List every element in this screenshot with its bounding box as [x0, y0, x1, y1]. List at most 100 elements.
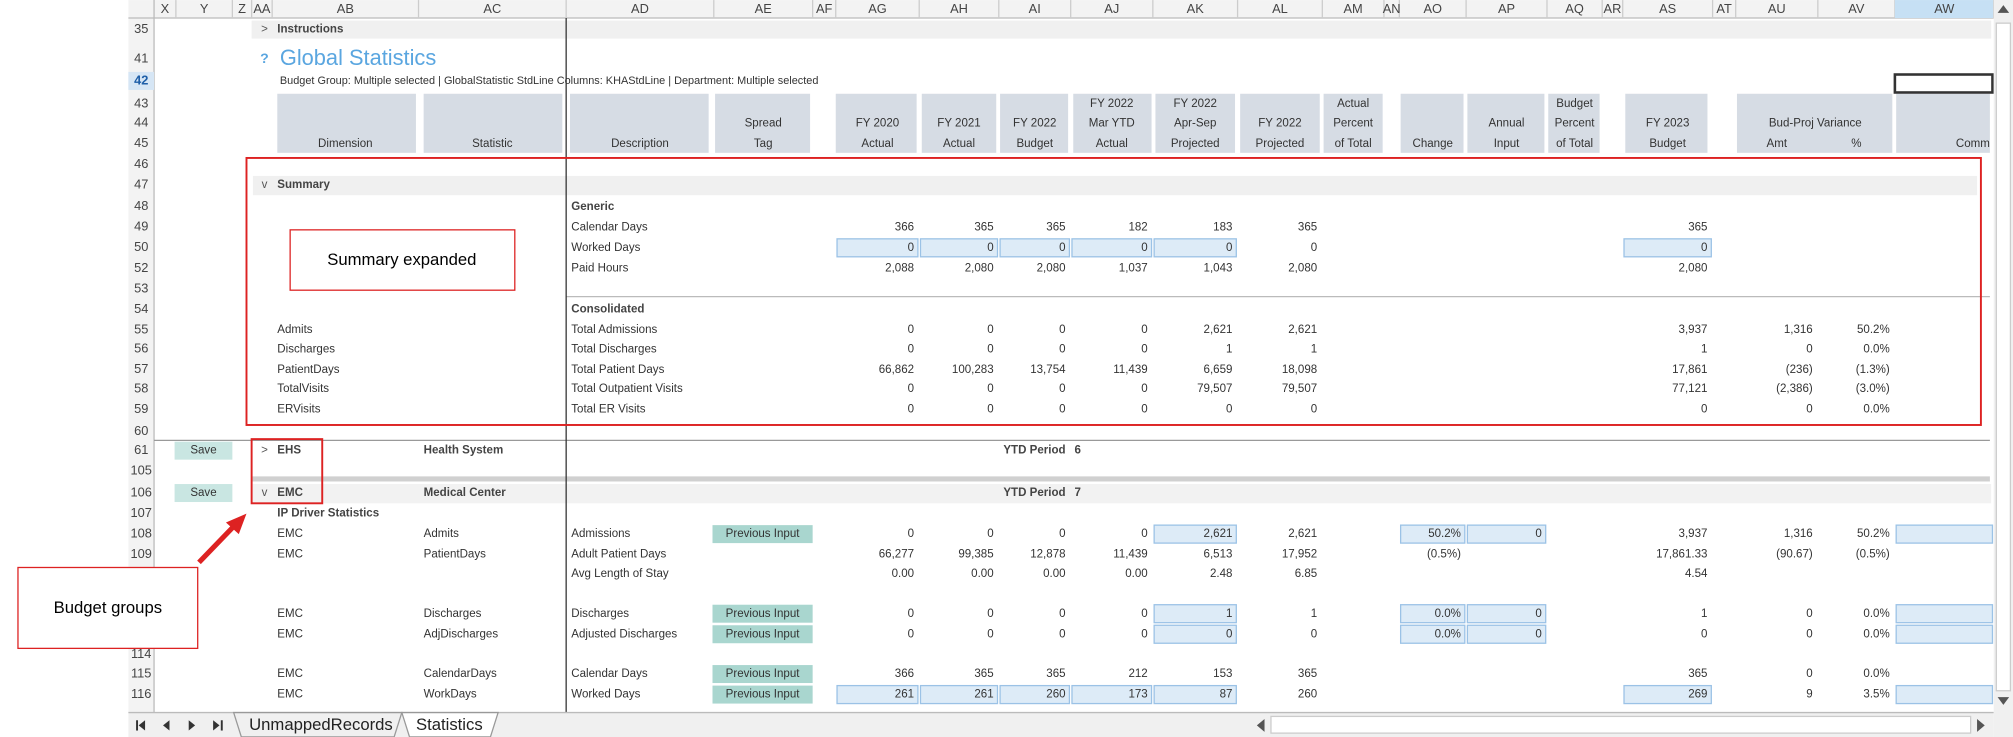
toggle[interactable]: v: [262, 487, 268, 499]
column-header[interactable]: AA: [253, 1, 271, 16]
input-cell[interactable]: [1399, 624, 1466, 644]
input-cell[interactable]: [1153, 684, 1237, 705]
input-cell[interactable]: [1153, 624, 1237, 644]
scroll-left[interactable]: [1256, 718, 1265, 732]
cell: 7: [1075, 487, 1081, 499]
column-header[interactable]: X: [161, 1, 170, 16]
button-label[interactable]: Previous Input: [726, 528, 801, 540]
row-number: 52: [134, 260, 148, 275]
button-label[interactable]: Previous Input: [726, 668, 801, 680]
column-header[interactable]: Z: [238, 1, 246, 16]
column-header[interactable]: AS: [1659, 1, 1676, 16]
cell: 0: [1059, 628, 1065, 640]
column-header[interactable]: AB: [337, 1, 354, 16]
input-cell[interactable]: [1071, 684, 1153, 705]
nav-first[interactable]: [136, 720, 139, 731]
input-cell[interactable]: [1153, 604, 1237, 624]
input-cell[interactable]: [999, 684, 1071, 705]
input-cell[interactable]: [1399, 604, 1466, 624]
column-title: Actual: [1096, 138, 1128, 150]
column-header[interactable]: AV: [1848, 1, 1865, 16]
input-cell[interactable]: [1623, 238, 1712, 258]
row-number: 54: [134, 301, 148, 316]
input-cell[interactable]: [836, 238, 919, 258]
previous-input-button[interactable]: [712, 685, 813, 704]
button-label[interactable]: Save: [190, 445, 216, 457]
cell: 0: [1226, 242, 1232, 254]
input-cell[interactable]: [1623, 684, 1712, 705]
nav-prev[interactable]: [163, 720, 170, 731]
input-cell[interactable]: [999, 238, 1071, 258]
column-header[interactable]: AQ: [1565, 1, 1584, 16]
tab-label[interactable]: Statistics: [416, 715, 483, 734]
column-header[interactable]: AH: [950, 1, 968, 16]
previous-input-button[interactable]: [712, 525, 813, 544]
input-cell[interactable]: [836, 684, 919, 705]
header-box: [1000, 93, 1069, 153]
button-label[interactable]: Previous Input: [726, 628, 801, 640]
h-scrollbar[interactable]: [1270, 715, 1972, 734]
input-cell[interactable]: [1895, 604, 1994, 624]
input-cell[interactable]: [919, 684, 999, 705]
input-cell[interactable]: [1466, 624, 1547, 644]
toggle[interactable]: ?: [260, 50, 269, 66]
column-header[interactable]: AT: [1716, 1, 1732, 16]
toggle[interactable]: >: [261, 24, 268, 36]
column-header[interactable]: Y: [200, 1, 209, 16]
cell: 0: [908, 608, 914, 620]
cell: Worked Days: [571, 242, 640, 254]
row-number: 49: [134, 219, 148, 234]
nav-last[interactable]: [220, 720, 223, 731]
nav-next[interactable]: [188, 720, 196, 731]
nav-last[interactable]: [213, 720, 220, 731]
save-button[interactable]: [174, 441, 233, 460]
v-scroll-thumb[interactable]: [1995, 22, 2012, 692]
column-header[interactable]: AP: [1498, 1, 1515, 16]
column-header[interactable]: AI: [1029, 1, 1041, 16]
toggle[interactable]: >: [261, 445, 268, 457]
cell: 3.5%: [1863, 689, 1889, 701]
input-cell[interactable]: [1399, 524, 1466, 544]
column-header[interactable]: AD: [631, 1, 649, 16]
input-cell[interactable]: [919, 238, 999, 258]
scroll-right[interactable]: [1977, 718, 1985, 732]
input-cell[interactable]: [1895, 684, 1994, 705]
column-header[interactable]: AN: [1383, 1, 1401, 16]
column-header[interactable]: AU: [1768, 1, 1786, 16]
cell: 260: [1046, 689, 1065, 701]
column-header[interactable]: AK: [1187, 1, 1205, 16]
tab-label[interactable]: UnmappedRecords: [249, 715, 393, 734]
previous-input-button[interactable]: [712, 625, 813, 644]
save-button[interactable]: [174, 484, 233, 503]
row-number: 35: [134, 21, 148, 36]
column-header[interactable]: AG: [868, 1, 887, 16]
input-cell[interactable]: [1071, 238, 1153, 258]
column-header[interactable]: AF: [816, 1, 833, 16]
nav-first[interactable]: [138, 720, 146, 731]
column-header[interactable]: AM: [1344, 1, 1363, 16]
previous-input-button[interactable]: [712, 604, 813, 623]
column-header[interactable]: AR: [1604, 1, 1622, 16]
selected-cell[interactable]: [1893, 73, 1994, 94]
button-label[interactable]: Save: [190, 487, 216, 499]
scroll-up[interactable]: [1997, 5, 2010, 13]
input-cell[interactable]: [1466, 524, 1547, 544]
input-cell[interactable]: [1153, 238, 1237, 258]
scroll-down[interactable]: [1997, 697, 2010, 705]
toggle[interactable]: v: [262, 179, 268, 191]
input-cell[interactable]: [1466, 604, 1547, 624]
previous-input-button[interactable]: [712, 665, 813, 684]
input-cell[interactable]: [1895, 524, 1994, 544]
row-number: 41: [134, 50, 148, 65]
column-header[interactable]: AO: [1423, 1, 1442, 16]
button-label[interactable]: Previous Input: [726, 689, 801, 701]
column-header[interactable]: AW: [1934, 1, 1955, 16]
column-header[interactable]: AJ: [1104, 1, 1119, 16]
input-cell[interactable]: [1153, 524, 1237, 544]
column-header[interactable]: AL: [1272, 1, 1288, 16]
cell: 269: [1688, 689, 1707, 701]
column-header[interactable]: AC: [483, 1, 501, 16]
button-label[interactable]: Previous Input: [726, 608, 801, 620]
input-cell[interactable]: [1895, 624, 1994, 644]
column-header[interactable]: AE: [755, 1, 772, 16]
